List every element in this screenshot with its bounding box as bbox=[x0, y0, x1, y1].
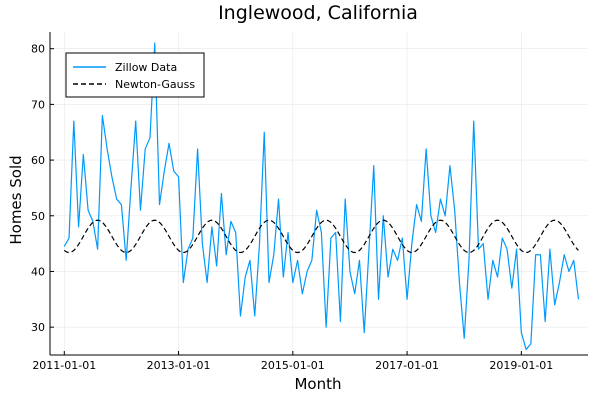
axes bbox=[49, 32, 588, 356]
y-tick-label-0: 30 bbox=[31, 321, 45, 334]
x-tick-label-1: 2013-01-01 bbox=[147, 359, 211, 372]
legend-label-newton-gauss: Newton-Gauss bbox=[115, 78, 195, 91]
y-tick-label-3: 60 bbox=[31, 154, 45, 167]
x-tick-label-2: 2015-01-01 bbox=[261, 359, 325, 372]
y-tick-label-4: 70 bbox=[31, 98, 45, 111]
legend: Zillow Data Newton-Gauss bbox=[65, 52, 205, 98]
x-tick-label-0: 2011-01-01 bbox=[32, 359, 96, 372]
chart-title: Inglewood, California bbox=[218, 2, 418, 24]
series-line-zillow-data bbox=[63, 42, 580, 351]
series-layer bbox=[63, 42, 580, 351]
y-tick-label-2: 50 bbox=[31, 210, 45, 223]
y-axis-title: Homes Sold bbox=[7, 155, 25, 244]
y-tick-label-5: 80 bbox=[31, 43, 45, 56]
tick-labels: 2011-01-01 2013-01-01 2015-01-01 2017-01-01… bbox=[31, 43, 553, 372]
y-tick-label-1: 40 bbox=[31, 265, 45, 278]
x-axis-title: Month bbox=[294, 375, 341, 393]
series-line-newton-gauss bbox=[63, 219, 579, 254]
x-tick-label-3: 2017-01-01 bbox=[375, 359, 439, 372]
x-tick-label-4: 2019-01-01 bbox=[489, 359, 553, 372]
legend-box bbox=[65, 52, 205, 98]
legend-label-zillow: Zillow Data bbox=[115, 61, 177, 74]
